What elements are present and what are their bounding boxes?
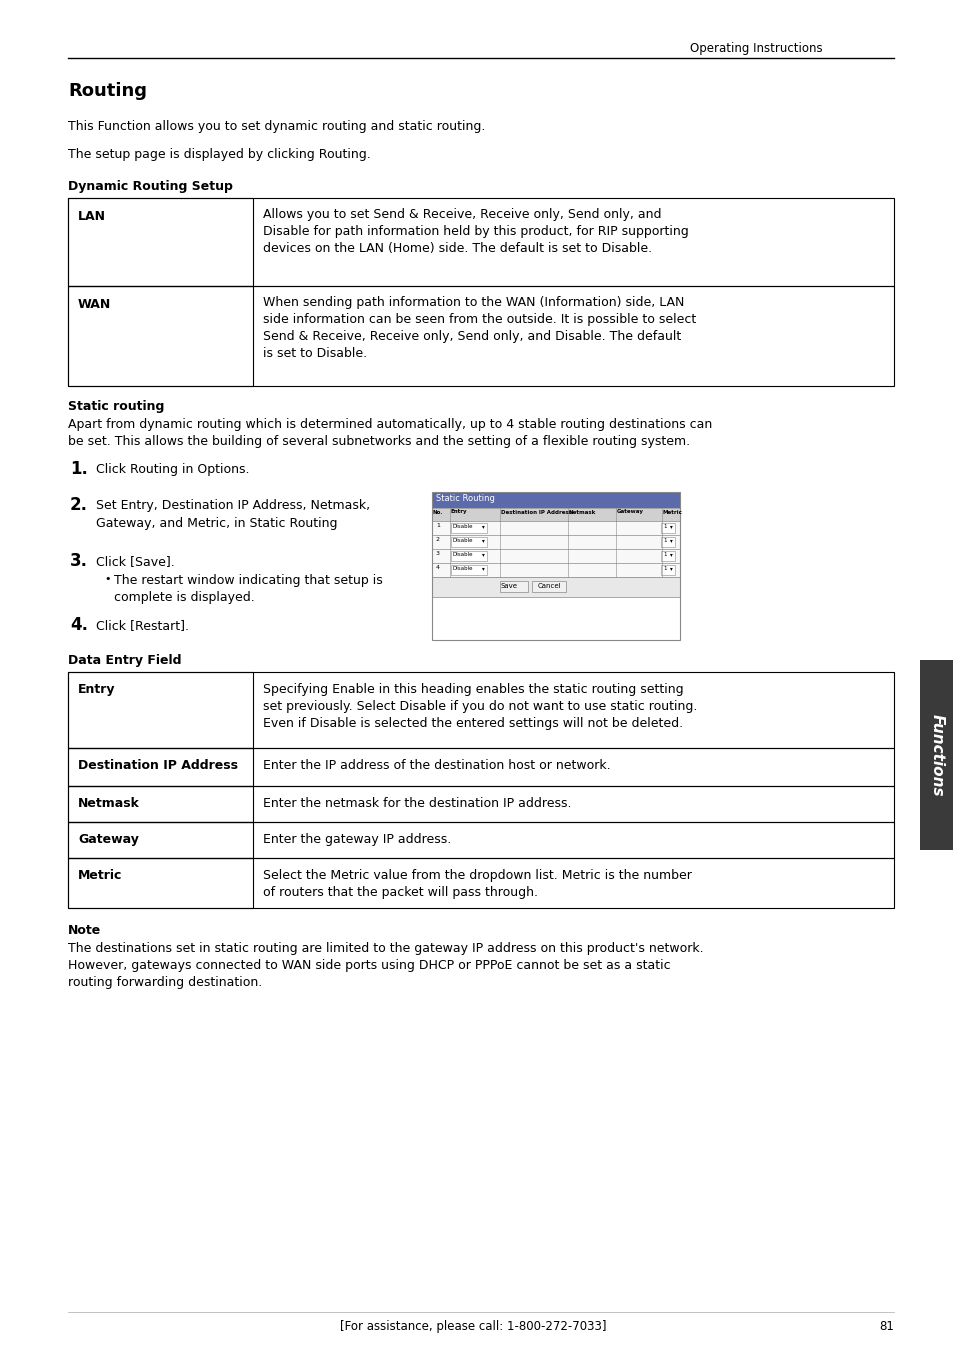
Text: Allows you to set Send & Receive, Receive only, Send only, and
Disable for path : Allows you to set Send & Receive, Receiv… xyxy=(263,208,688,255)
Text: Destination IP Address: Destination IP Address xyxy=(78,759,237,772)
Bar xyxy=(68,822,893,857)
Bar xyxy=(432,535,679,549)
Text: Click [Save].: Click [Save]. xyxy=(96,555,174,568)
Text: Enter the netmask for the destination IP address.: Enter the netmask for the destination IP… xyxy=(263,797,571,810)
Text: WAN: WAN xyxy=(78,298,112,311)
Text: [For assistance, please call: 1-800-272-7033]: [For assistance, please call: 1-800-272-… xyxy=(339,1320,606,1333)
Text: 1.: 1. xyxy=(70,460,88,479)
Text: When sending path information to the WAN (Information) side, LAN
side informatio: When sending path information to the WAN… xyxy=(263,297,696,360)
Text: Netmask: Netmask xyxy=(568,510,596,515)
Bar xyxy=(432,577,679,597)
Text: Data Entry Field: Data Entry Field xyxy=(68,654,181,667)
Text: Note: Note xyxy=(68,923,101,937)
Bar xyxy=(499,581,527,592)
Text: The destinations set in static routing are limited to the gateway IP address on : The destinations set in static routing a… xyxy=(68,942,703,989)
Text: Entry: Entry xyxy=(451,510,467,515)
Text: Select the Metric value from the dropdown list. Metric is the number
of routers : Select the Metric value from the dropdow… xyxy=(263,869,691,899)
Bar xyxy=(68,286,893,386)
Text: Set Entry, Destination IP Address, Netmask,
Gateway, and Metric, in Static Routi: Set Entry, Destination IP Address, Netma… xyxy=(96,499,370,530)
Text: No.: No. xyxy=(433,510,443,515)
Bar xyxy=(919,661,953,851)
Bar xyxy=(68,748,893,786)
Text: 2.: 2. xyxy=(70,496,88,514)
Bar xyxy=(432,492,679,640)
Bar xyxy=(451,537,486,547)
Text: LAN: LAN xyxy=(78,210,106,222)
Bar xyxy=(68,286,253,386)
Text: This Function allows you to set dynamic routing and static routing.: This Function allows you to set dynamic … xyxy=(68,120,485,133)
Text: Click Routing in Options.: Click Routing in Options. xyxy=(96,462,250,476)
Bar xyxy=(68,673,893,748)
Text: 1: 1 xyxy=(662,566,666,572)
Text: 4: 4 xyxy=(436,565,439,570)
Bar xyxy=(451,523,486,532)
Text: Entry: Entry xyxy=(78,683,115,696)
Bar xyxy=(68,748,253,786)
Text: Enter the IP address of the destination host or network.: Enter the IP address of the destination … xyxy=(263,759,610,772)
Bar xyxy=(660,551,675,561)
Text: 1: 1 xyxy=(662,524,666,528)
Bar xyxy=(432,508,679,520)
Text: Apart from dynamic routing which is determined automatically, up to 4 stable rou: Apart from dynamic routing which is dete… xyxy=(68,418,712,448)
Text: 2: 2 xyxy=(436,537,439,542)
Bar xyxy=(68,857,253,909)
Text: Gateway: Gateway xyxy=(78,833,139,847)
Bar xyxy=(660,537,675,547)
Text: ▾: ▾ xyxy=(669,551,672,557)
Bar xyxy=(432,563,679,577)
Text: •: • xyxy=(104,574,111,584)
Text: Disable: Disable xyxy=(453,538,473,543)
Text: Cancel: Cancel xyxy=(537,582,560,589)
Text: 1: 1 xyxy=(662,538,666,543)
Text: The setup page is displayed by clicking Routing.: The setup page is displayed by clicking … xyxy=(68,148,371,160)
Text: Metric: Metric xyxy=(662,510,682,515)
Text: ▾: ▾ xyxy=(669,566,672,572)
Text: ▾: ▾ xyxy=(481,551,484,557)
Text: Disable: Disable xyxy=(453,524,473,528)
Bar xyxy=(68,198,253,286)
Bar xyxy=(68,786,893,822)
Text: The restart window indicating that setup is
complete is displayed.: The restart window indicating that setup… xyxy=(113,574,382,604)
Text: Gateway: Gateway xyxy=(617,510,643,515)
Text: Dynamic Routing Setup: Dynamic Routing Setup xyxy=(68,181,233,193)
Text: Disable: Disable xyxy=(453,551,473,557)
Bar xyxy=(68,673,253,748)
Bar xyxy=(432,520,679,535)
Text: ▾: ▾ xyxy=(481,524,484,528)
Text: 1: 1 xyxy=(436,523,439,528)
Bar xyxy=(432,492,679,508)
Bar xyxy=(451,551,486,561)
Text: 3: 3 xyxy=(436,551,439,555)
Bar xyxy=(532,581,565,592)
Text: 1: 1 xyxy=(662,551,666,557)
Text: Save: Save xyxy=(500,582,517,589)
Text: 81: 81 xyxy=(879,1320,893,1333)
Text: Metric: Metric xyxy=(78,869,122,882)
Bar xyxy=(68,857,893,909)
Text: ▾: ▾ xyxy=(481,566,484,572)
Text: Click [Restart].: Click [Restart]. xyxy=(96,619,189,632)
Text: 3.: 3. xyxy=(70,551,88,570)
Text: ▾: ▾ xyxy=(669,524,672,528)
Text: Specifying Enable in this heading enables the static routing setting
set previou: Specifying Enable in this heading enable… xyxy=(263,683,697,731)
Text: ▾: ▾ xyxy=(669,538,672,543)
Bar xyxy=(68,198,893,286)
Bar xyxy=(660,523,675,532)
Text: Functions: Functions xyxy=(928,713,943,797)
Text: Enter the gateway IP address.: Enter the gateway IP address. xyxy=(263,833,451,847)
Text: Destination IP Address: Destination IP Address xyxy=(500,510,572,515)
Text: 4.: 4. xyxy=(70,616,88,634)
Text: Netmask: Netmask xyxy=(78,797,140,810)
Text: Operating Instructions: Operating Instructions xyxy=(689,42,821,55)
Bar xyxy=(432,549,679,563)
Text: Disable: Disable xyxy=(453,566,473,572)
Bar xyxy=(451,565,486,576)
Bar xyxy=(68,786,253,822)
Text: Routing: Routing xyxy=(68,82,147,100)
Bar xyxy=(660,565,675,576)
Text: Static Routing: Static Routing xyxy=(436,493,495,503)
Bar xyxy=(68,822,253,857)
Text: Static routing: Static routing xyxy=(68,400,164,412)
Text: ▾: ▾ xyxy=(481,538,484,543)
